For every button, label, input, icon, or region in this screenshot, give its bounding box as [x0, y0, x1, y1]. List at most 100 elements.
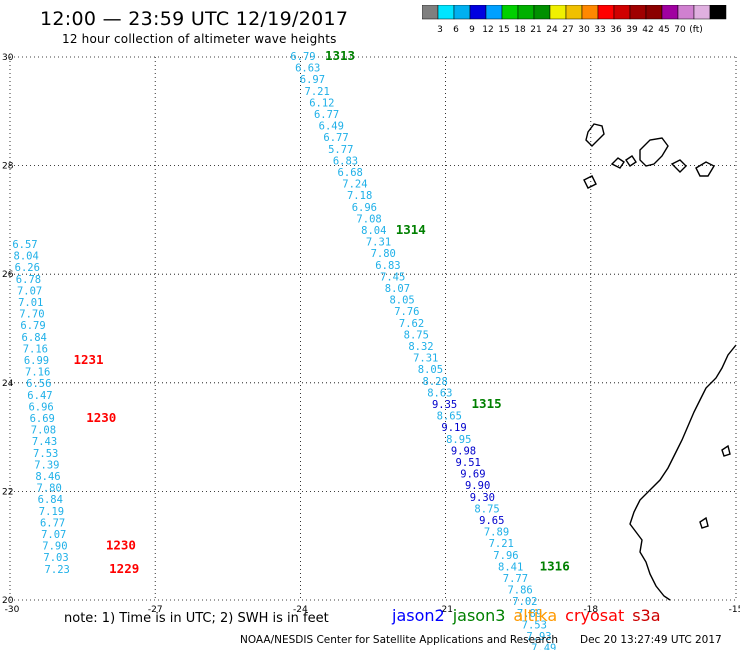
swh-value: 7.80 — [37, 483, 62, 495]
swh-value: 9.51 — [456, 457, 481, 469]
swh-value: 6.49 — [319, 121, 344, 133]
swh-value: 6.77 — [314, 109, 339, 121]
track-time-label: 1229 — [109, 561, 139, 576]
swh-value: 7.45 — [380, 271, 405, 283]
swh-value: 8.75 — [404, 329, 429, 341]
swh-value: 8.75 — [474, 503, 499, 515]
swh-value: 6.96 — [28, 401, 53, 413]
swh-value: 7.39 — [34, 459, 59, 471]
coastline — [639, 137, 669, 167]
swh-value: 9.98 — [451, 445, 476, 457]
swh-value: 6.68 — [338, 167, 363, 179]
swh-value: 7.07 — [17, 285, 42, 297]
swh-value: 7.80 — [371, 248, 396, 260]
colorbar-label: 36 — [610, 25, 622, 35]
swh-value: 7.16 — [25, 367, 50, 379]
swh-value: 7.08 — [356, 213, 381, 225]
swh-value: 7.23 — [45, 564, 70, 576]
colorbar-label: 9 — [469, 25, 475, 35]
legend-jason3: jason3 — [452, 606, 506, 625]
lon-tick-label: -18 — [583, 605, 598, 615]
swh-value: 7.76 — [394, 306, 419, 318]
swh-value: 6.56 — [26, 378, 51, 390]
colorbar-label: 12 — [482, 25, 493, 35]
swh-value: 7.07 — [41, 529, 66, 541]
swh-value: 7.93 — [526, 631, 551, 643]
lon-tick-label: -27 — [148, 605, 163, 615]
swh-value: 9.90 — [465, 480, 490, 492]
chart-title: 12:00 — 23:59 UTC 12/19/2017 — [40, 8, 349, 30]
swh-value: 9.19 — [441, 422, 466, 434]
coastline — [583, 175, 597, 189]
legend-cryosat: cryosat — [565, 606, 625, 625]
colorbar-label: 33 — [594, 25, 605, 35]
colorbar-label: 18 — [514, 25, 526, 35]
swh-value: 6.77 — [40, 517, 65, 529]
swh-value: 8.28 — [423, 376, 448, 388]
swh-value: 9.30 — [470, 492, 495, 504]
swh-value: 7.89 — [484, 527, 509, 539]
satellite-legend: jason2 jason3 altika cryosat s3a — [392, 606, 669, 625]
footer-timestamp: Dec 20 13:27:49 UTC 2017 — [580, 634, 722, 646]
swh-value: 7.03 — [43, 552, 68, 564]
colorbar-swatch — [709, 5, 727, 20]
swh-value: 7.21 — [489, 538, 514, 550]
legend-s3a: s3a — [632, 606, 661, 625]
coastline — [670, 159, 687, 173]
track-time-label: 1315 — [472, 396, 502, 411]
swh-value: 6.79 — [290, 51, 315, 63]
lat-tick-label: 20 — [2, 596, 14, 606]
swh-value: 7.24 — [342, 179, 367, 191]
coastline — [585, 123, 605, 147]
swh-value: 7.18 — [347, 190, 372, 202]
swh-value: 6.77 — [323, 132, 348, 144]
colorbar-label: 27 — [562, 25, 573, 35]
swh-value: 7.02 — [512, 596, 537, 608]
color-scale-bar: 3 6 9 12 15 18 21 24 27 30 33 36 39 42 45 70 (ft) — [422, 5, 727, 35]
footer-credit: NOAA/NESDIS Center for Satellite Applica… — [240, 634, 558, 646]
swh-value: 7.43 — [32, 436, 57, 448]
swh-value: 7.90 — [42, 541, 67, 553]
chart-subtitle: 12 hour collection of altimeter wave hei… — [62, 32, 337, 46]
swh-value: 7.89 — [517, 608, 542, 620]
track-time-label: 1230 — [86, 410, 116, 425]
swh-value: 6.47 — [27, 390, 52, 402]
swh-value: 9.69 — [460, 469, 485, 481]
lon-tick-label: -15 — [729, 605, 740, 615]
colorbar-label: 21 — [530, 25, 541, 35]
colorbar-label: 30 — [578, 25, 590, 35]
swh-value: 7.53 — [33, 448, 58, 460]
colorbar-label: 42 — [642, 25, 653, 35]
note-text: note: 1) Time is in UTC; 2) SWH is in fe… — [64, 611, 329, 626]
swh-value: 7.19 — [39, 506, 64, 518]
swh-value: 8.07 — [385, 283, 410, 295]
swh-value: 8.05 — [389, 295, 414, 307]
lat-tick-label: 24 — [2, 379, 14, 389]
swh-value: 7.08 — [31, 425, 56, 437]
swh-value: 6.63 — [295, 63, 320, 75]
legend-jason2: jason2 — [392, 606, 445, 625]
colorbar-label: 3 — [437, 25, 443, 35]
swh-value: 6.83 — [333, 155, 358, 167]
lat-tick-label: 30 — [2, 53, 14, 63]
swh-value: 6.12 — [309, 97, 334, 109]
swh-value: 9.35 — [432, 399, 457, 411]
swh-value: 6.79 — [20, 320, 45, 332]
swh-value: 8.46 — [35, 471, 60, 483]
colorbar-label: 24 — [546, 25, 558, 35]
lon-tick-label: -24 — [293, 605, 308, 615]
swh-value: 8.05 — [418, 364, 443, 376]
swh-value: 8.95 — [446, 434, 471, 446]
coastline — [699, 516, 709, 529]
swh-value: 7.77 — [503, 573, 528, 585]
lon-tick-label: -30 — [5, 605, 20, 615]
track-time-label: 1316 — [540, 558, 570, 573]
swh-value: 6.78 — [16, 274, 41, 286]
track-time-label: 1230 — [106, 538, 136, 553]
lon-tick-label: -21 — [438, 605, 453, 615]
swh-value: 7.53 — [522, 619, 547, 631]
swh-value: 6.99 — [24, 355, 49, 367]
swh-value: 9.65 — [479, 515, 504, 527]
coastline — [625, 155, 637, 167]
